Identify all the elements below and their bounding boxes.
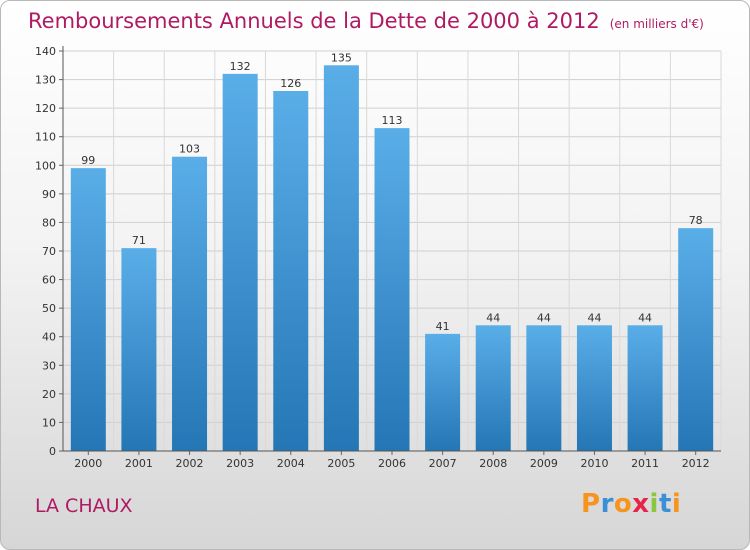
bar: [576, 325, 612, 451]
bar: [70, 168, 106, 451]
y-tick-label: 110: [35, 131, 56, 144]
bar: [425, 333, 461, 451]
logo-letter: o: [613, 489, 633, 519]
bar: [475, 325, 511, 451]
axes: 0 10 20 30 40 50 60 70 80 90 100 110 120 130 140 2000 20…: [35, 45, 721, 470]
x-tick-label: 2000: [74, 457, 102, 470]
x-tick-label: 2009: [530, 457, 558, 470]
y-tick-label: 0: [49, 445, 56, 458]
y-tick-label: 10: [42, 416, 56, 429]
chart-title: Remboursements Annuels de la Dette de 20…: [28, 9, 704, 33]
logo-letter: P: [581, 489, 601, 519]
bar: [526, 325, 562, 451]
data-label: 71: [132, 234, 146, 247]
bars: 99 71 103 132 126 135 113 41 44 44 44 44 78: [70, 51, 714, 452]
y-tick-label: 120: [35, 102, 56, 115]
x-tick-label: 2012: [682, 457, 710, 470]
data-label: 41: [436, 320, 450, 333]
data-label: 44: [638, 311, 652, 324]
x-tick-label: 2003: [226, 457, 254, 470]
y-tick-label: 100: [35, 159, 56, 172]
bar: [323, 65, 359, 452]
bar: [121, 248, 157, 451]
bar: [374, 128, 410, 451]
x-tick-label: 2008: [479, 457, 507, 470]
y-tick-label: 50: [42, 302, 56, 315]
x-tick-label: 2007: [429, 457, 457, 470]
data-label: 44: [537, 311, 551, 324]
data-label: 126: [280, 77, 301, 90]
data-label: 78: [689, 214, 703, 227]
commune-name: LA CHAUX: [35, 495, 133, 517]
bar: [273, 91, 309, 451]
bar: [678, 228, 714, 451]
x-tick-label: 2001: [125, 457, 153, 470]
proxiti-logo: Proxiti: [581, 489, 681, 519]
data-label: 44: [486, 311, 500, 324]
y-tick-label: 70: [42, 245, 56, 258]
y-tick-label: 30: [42, 359, 56, 372]
y-tick-label: 20: [42, 388, 56, 401]
x-tick-label: 2006: [378, 457, 406, 470]
chart-title-main: Remboursements Annuels de la Dette de 20…: [28, 9, 600, 33]
data-label: 135: [331, 51, 352, 64]
x-tick-label: 2002: [176, 457, 204, 470]
logo-letter: i: [649, 489, 659, 519]
data-label: 113: [382, 114, 403, 127]
chart-title-unit: (en milliers d'€): [609, 17, 704, 31]
y-tick-label: 130: [35, 74, 56, 87]
x-tick-label: 2005: [327, 457, 355, 470]
bar: [172, 156, 208, 451]
logo-letter: r: [600, 489, 614, 519]
x-tick-label: 2004: [277, 457, 305, 470]
y-tick-label: 80: [42, 216, 56, 229]
data-label: 44: [587, 311, 601, 324]
data-label: 132: [230, 60, 251, 73]
y-tick-label: 40: [42, 331, 56, 344]
logo-letter: i: [671, 489, 682, 519]
bar: [222, 73, 258, 451]
logo-letter: t: [658, 489, 672, 519]
data-label: 103: [179, 143, 200, 156]
data-label: 99: [81, 154, 95, 167]
bar: [627, 325, 663, 451]
y-tick-label: 60: [42, 274, 56, 287]
y-tick-label: 140: [35, 45, 56, 58]
x-tick-label: 2010: [580, 457, 608, 470]
x-tick-label: 2011: [631, 457, 659, 470]
logo-letter: x: [632, 489, 650, 519]
y-tick-label: 90: [42, 188, 56, 201]
